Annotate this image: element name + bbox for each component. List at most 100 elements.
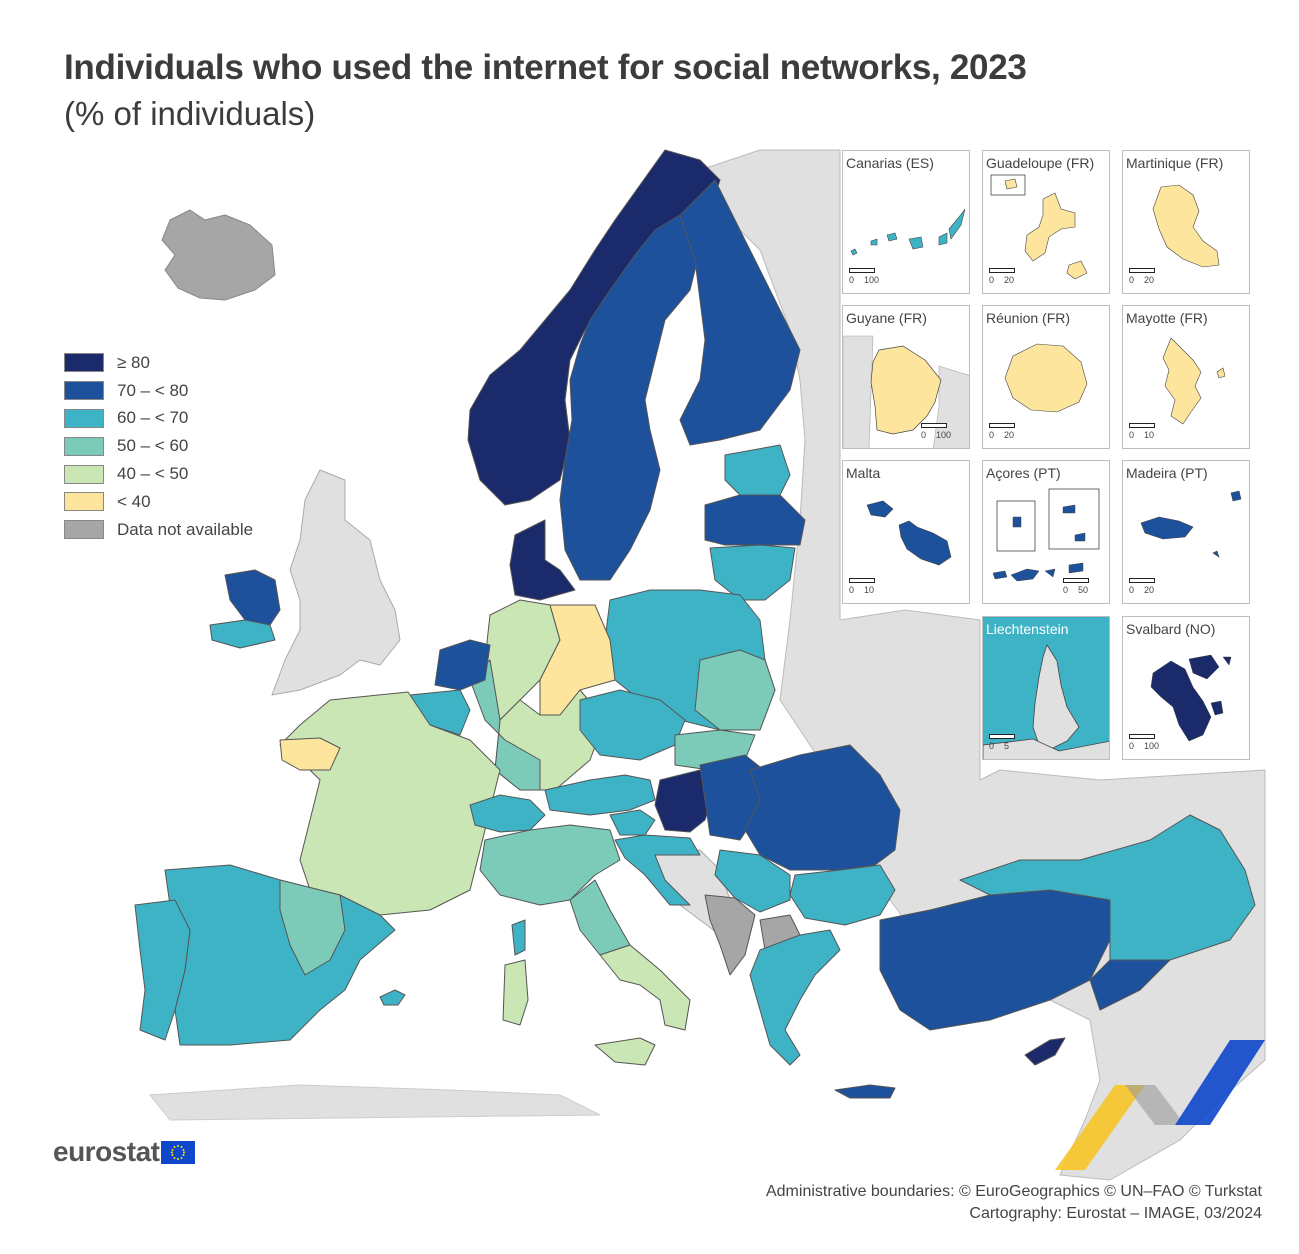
legend: ≥ 80 70 – < 80 60 – < 70 50 – < 60 40 – < 50… (64, 349, 253, 544)
region-romania (744, 744, 901, 871)
legend-label: 50 – < 60 (117, 436, 189, 456)
legend-label: < 40 (117, 491, 151, 511)
legend-label: Data not available (117, 519, 254, 539)
region-spain-east (279, 879, 346, 976)
inset-title: Svalbard (NO) (1126, 621, 1216, 637)
scale-bar: 0 100 (1129, 734, 1159, 751)
region-bulgaria (789, 864, 896, 926)
legend-swatch (64, 408, 104, 428)
region-germany-mid (469, 659, 541, 791)
legend-swatch (64, 520, 104, 540)
inset-title: Malta (846, 465, 881, 481)
eurostat-logo: eurostat (53, 1136, 196, 1168)
region-sicily (594, 1037, 656, 1066)
scale-bar: 0 20 (989, 268, 1015, 285)
region-corsica (511, 919, 526, 956)
inset-title: Martinique (FR) (1126, 155, 1224, 171)
scale-bar: 0 10 (1129, 423, 1155, 440)
region-lithuania (709, 544, 796, 601)
inset-map (1152, 184, 1220, 268)
credits-cartography: Cartography: Eurostat – IMAGE, 03/2024 (969, 1205, 1262, 1222)
inset-martinique: Martinique (FR) 0 20 (1122, 150, 1250, 294)
region-north-africa (149, 1084, 601, 1121)
inset-title: Canarias (ES) (846, 155, 934, 171)
region-balearics (379, 989, 406, 1006)
inset-map (866, 500, 952, 566)
scale-bar: 0 50 (1063, 578, 1089, 595)
inset-title: Réunion (FR) (986, 310, 1071, 326)
region-serbia-region (714, 849, 791, 913)
decorative-brand-strokes (1055, 1040, 1265, 1170)
credits-boundaries: Administrative boundaries: © EuroGeograp… (765, 1183, 1262, 1200)
legend-swatch (64, 381, 104, 401)
region-denmark (509, 519, 576, 601)
region-portugal (134, 899, 191, 1041)
inset-map (850, 208, 966, 256)
region-cyprus (1024, 1037, 1066, 1066)
region-uk (271, 469, 401, 696)
legend-item: 60 – < 70 (64, 405, 253, 433)
region-slovenia (609, 809, 656, 836)
legend-label: ≥ 80 (117, 352, 150, 372)
region-turkey-southeast (1089, 959, 1171, 1011)
region-estonia (724, 444, 791, 496)
legend-label: 70 – < 80 (117, 380, 189, 400)
region-croatia (614, 834, 701, 906)
region-finland (679, 179, 801, 446)
inset-title: Açores (PT) (986, 465, 1061, 481)
inset-title: Mayotte (FR) (1126, 310, 1208, 326)
legend-swatch (64, 492, 104, 512)
eu-flag-icon (161, 1140, 196, 1164)
scale-bar: 0 10 (849, 578, 875, 595)
region-western-balkans-na (704, 894, 756, 976)
credits: Administrative boundaries: © EuroGeograp… (766, 1181, 1262, 1225)
inset-title: Guyane (FR) (846, 310, 927, 326)
inset-map (1162, 337, 1226, 425)
legend-item: 50 – < 60 (64, 432, 253, 460)
region-netherlands (434, 639, 491, 691)
map-title: Individuals who used the internet for so… (64, 48, 1027, 87)
region-sweden (559, 214, 701, 581)
region-sardinia (502, 959, 529, 1026)
region-ireland-north (224, 569, 281, 626)
inset-madeira: Madeira (PT) 0 20 (1122, 460, 1250, 604)
region-italy-south (599, 944, 691, 1031)
region-switzerland (469, 794, 546, 833)
inset-title: Liechtenstein (986, 621, 1069, 637)
region-italy-north (479, 824, 621, 906)
scale-bar: 0 100 (921, 423, 951, 440)
region-france (279, 691, 501, 916)
inset-canarias: Canarias (ES) 0 100 (842, 150, 970, 294)
region-ireland-south (209, 619, 276, 649)
scale-bar: 0 100 (849, 268, 879, 285)
legend-swatch (64, 464, 104, 484)
region-austria (544, 774, 656, 816)
legend-item: ≥ 80 (64, 349, 253, 377)
legend-item: < 40 (64, 488, 253, 516)
inset-map (992, 488, 1100, 582)
legend-item: 40 – < 50 (64, 460, 253, 488)
region-latvia (704, 494, 806, 546)
scale-bar: 0 20 (1129, 268, 1155, 285)
legend-item: 70 – < 80 (64, 377, 253, 405)
legend-label: 60 – < 70 (117, 408, 189, 428)
inset-map (1004, 343, 1088, 413)
inset-title: Guadeloupe (FR) (986, 155, 1095, 171)
inset-reunion: Réunion (FR) 0 20 (982, 305, 1110, 449)
region-poland-se (694, 649, 776, 731)
inset-guyane: Guyane (FR) 0 100 (842, 305, 970, 449)
region-iceland (161, 209, 276, 301)
inset-svalbard: Svalbard (NO) 0 100 (1122, 616, 1250, 760)
inset-title: Madeira (PT) (1126, 465, 1208, 481)
legend-label: 40 – < 50 (117, 464, 189, 484)
scale-bar: 0 20 (989, 423, 1015, 440)
inset-map (1150, 654, 1232, 742)
region-bretagne (279, 737, 341, 771)
region-turkey-east (959, 814, 1256, 961)
inset-mayotte: Mayotte (FR) 0 10 (1122, 305, 1250, 449)
legend-swatch (64, 353, 104, 373)
region-greece (749, 929, 841, 1066)
